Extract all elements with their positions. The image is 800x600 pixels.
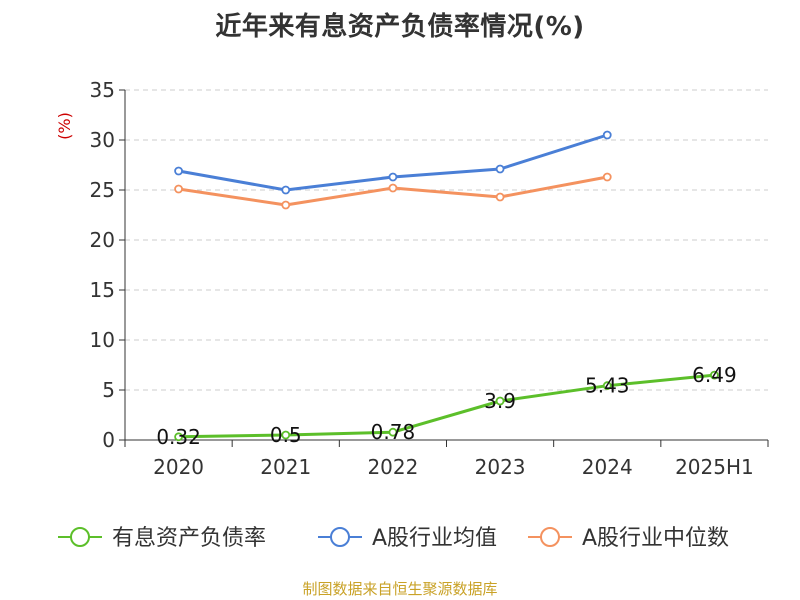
data-point <box>602 130 612 140</box>
y-tick-label: 10 <box>90 328 115 352</box>
data-point <box>710 370 719 380</box>
data-point <box>281 430 291 440</box>
data-point <box>174 184 183 194</box>
data-labels: 0.32 0.5 0.78 3.9 5.43 6.49 <box>156 363 736 449</box>
legend-item-0[interactable]: 有息资产负债率 <box>58 526 266 551</box>
data-point <box>602 381 612 391</box>
axes: 0 5 10 15 20 25 30 35 2020 2021 2022 2023 2024 2025H1… <box>55 78 769 479</box>
y-axis-label: (%) <box>55 112 74 140</box>
x-tick-label: 2021 <box>260 455 311 479</box>
data-point <box>602 172 612 182</box>
data-label: 3.9 <box>484 389 516 413</box>
x-tick-label: 2020 <box>153 455 204 479</box>
x-tick-label: 2024 <box>582 455 633 479</box>
legend-marker <box>70 527 90 547</box>
x-tick-label: 2025H1 <box>675 455 754 479</box>
x-tick-label: 2022 <box>367 455 418 479</box>
series-lines <box>174 130 719 442</box>
legend-item-1[interactable]: A股行业均值 <box>318 526 497 551</box>
y-tick-label: 25 <box>90 178 115 202</box>
y-tick-label: 5 <box>102 378 115 402</box>
legend-marker <box>330 527 350 547</box>
legend-item-2[interactable]: A股行业中位数 <box>528 526 729 551</box>
legend-marker <box>540 527 560 547</box>
grid-lines <box>125 89 768 391</box>
data-point <box>495 396 505 406</box>
data-point <box>174 166 183 176</box>
y-tick-label: 35 <box>90 78 115 102</box>
y-tick-label: 20 <box>90 228 115 252</box>
series-line-0 <box>177 373 716 439</box>
data-label: 0.5 <box>270 423 302 447</box>
y-tick-label: 0 <box>102 428 115 452</box>
legend: 有息资产负债率 A股行业均值 A股行业中位数 <box>58 526 729 551</box>
data-label: 6.49 <box>692 363 737 387</box>
legend-label: A股行业均值 <box>372 526 497 551</box>
source-footer: 制图数据来自恒生聚源数据库 <box>302 580 498 598</box>
data-point <box>174 432 183 442</box>
data-point <box>495 192 505 202</box>
chart-title: 近年来有息资产负债率情况(%) <box>215 12 585 42</box>
y-tick-label: 30 <box>90 128 115 152</box>
data-label: 0.32 <box>156 425 201 449</box>
data-point <box>388 183 398 193</box>
x-tick-label: 2023 <box>475 455 526 479</box>
legend-label: A股行业中位数 <box>582 526 729 551</box>
series-line-1 <box>177 133 609 192</box>
data-point <box>281 185 291 195</box>
data-point <box>281 200 291 210</box>
data-point <box>388 427 398 437</box>
legend-label: 有息资产负债率 <box>112 526 266 551</box>
data-label: 0.78 <box>371 420 416 444</box>
y-tick-label: 15 <box>90 278 115 302</box>
data-label: 5.43 <box>585 374 630 398</box>
data-point <box>388 172 398 182</box>
data-point <box>495 164 505 174</box>
